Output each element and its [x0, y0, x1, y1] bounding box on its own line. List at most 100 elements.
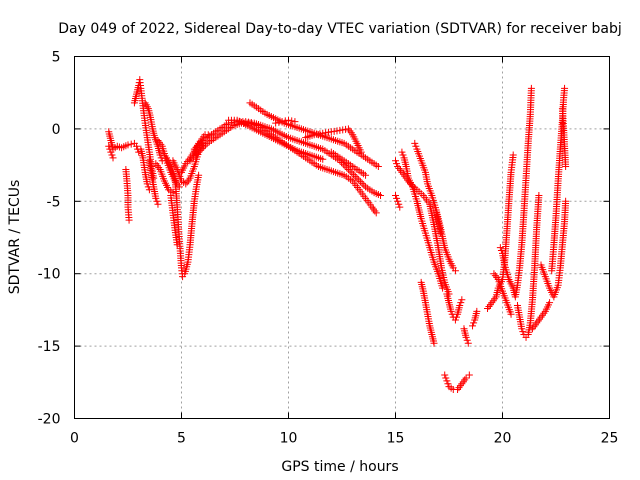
data-point: [473, 307, 481, 315]
series-s28: [441, 371, 473, 394]
data-point: [436, 229, 444, 237]
data-point: [470, 319, 478, 327]
data-point: [462, 374, 470, 382]
data-point: [194, 142, 202, 150]
series-s10: [163, 154, 203, 281]
plot-frame: [74, 56, 610, 419]
data-point: [395, 200, 403, 208]
data-point: [392, 192, 399, 200]
data-point: [288, 117, 296, 125]
data-point: [278, 118, 286, 126]
data-point: [496, 244, 504, 252]
data-point: [154, 200, 162, 208]
data-point: [439, 284, 447, 292]
x-tick-label: 0: [70, 431, 79, 447]
data-point: [351, 172, 359, 180]
series-s30: [469, 307, 481, 330]
data-point: [145, 186, 153, 194]
series-s06: [141, 99, 166, 165]
series-s37: [548, 84, 569, 275]
data-point: [153, 197, 161, 205]
data-point: [189, 153, 197, 161]
grid: [74, 56, 610, 419]
y-tick-label: -15: [38, 339, 61, 355]
data-point: [465, 371, 473, 379]
series-s05: [133, 142, 153, 194]
data-point: [143, 180, 151, 188]
data-point: [200, 143, 208, 151]
data-point: [507, 310, 515, 318]
series-s04: [130, 76, 158, 182]
data-point: [451, 267, 459, 275]
data-point: [353, 174, 361, 182]
data-point: [125, 216, 133, 224]
series-s36: [537, 197, 570, 301]
x-tick-label: 10: [280, 431, 298, 447]
y-tick-label: 5: [52, 50, 61, 66]
data-point: [357, 148, 365, 156]
data-point: [173, 241, 181, 249]
data-point: [105, 142, 113, 150]
data-point: [451, 316, 459, 324]
data-point: [348, 169, 356, 177]
data-point: [393, 194, 401, 202]
data-point: [469, 322, 477, 330]
data-point: [518, 325, 526, 333]
data-point: [107, 148, 115, 156]
axis-ticks: [74, 56, 610, 419]
data-point: [152, 194, 160, 202]
data-point: [546, 299, 554, 307]
data-point: [195, 171, 203, 179]
data-point: [127, 140, 135, 148]
data-point: [457, 299, 465, 307]
y-tick-label: -20: [38, 412, 61, 428]
x-tick-label: 20: [494, 431, 512, 447]
data-point: [398, 148, 406, 156]
data-point: [192, 143, 200, 151]
series-s33: [496, 84, 535, 301]
data-point: [275, 118, 283, 126]
data-point: [411, 139, 419, 147]
series-s34: [513, 192, 543, 341]
series-s20: [327, 148, 370, 179]
data-point: [109, 154, 117, 162]
data-point: [188, 155, 196, 163]
data-point: [360, 181, 368, 189]
data-point: [193, 150, 201, 158]
x-tick-label: 15: [387, 431, 405, 447]
y-tick-label: -10: [38, 267, 61, 283]
data-point: [535, 192, 543, 200]
data-point: [356, 178, 364, 186]
series-s03: [122, 165, 133, 224]
data-point: [509, 151, 517, 159]
series-s16: [225, 116, 327, 163]
data-point: [319, 155, 327, 163]
y-axis-label: SDTVAR / TECUs: [7, 180, 23, 295]
data-point: [497, 247, 505, 255]
data-points: [105, 76, 570, 394]
data-point: [190, 145, 198, 153]
data-point: [198, 145, 206, 153]
series-s24: [411, 139, 459, 275]
data-point: [281, 117, 289, 125]
data-point: [447, 307, 455, 315]
data-point: [186, 157, 194, 165]
data-point: [358, 179, 366, 187]
series-s18: [272, 116, 299, 127]
series-s29: [460, 325, 472, 347]
series-s19: [302, 125, 365, 156]
data-point: [396, 203, 404, 211]
data-point: [108, 151, 116, 159]
data-point: [272, 119, 280, 127]
data-point: [195, 140, 203, 148]
data-point: [394, 197, 402, 205]
data-point: [441, 371, 449, 379]
data-point: [430, 339, 438, 347]
series-s38: [558, 105, 570, 171]
data-point: [195, 148, 203, 156]
series-s27: [443, 290, 466, 324]
x-tick-label: 25: [601, 431, 619, 447]
data-point: [519, 328, 527, 336]
data-point: [191, 152, 199, 160]
